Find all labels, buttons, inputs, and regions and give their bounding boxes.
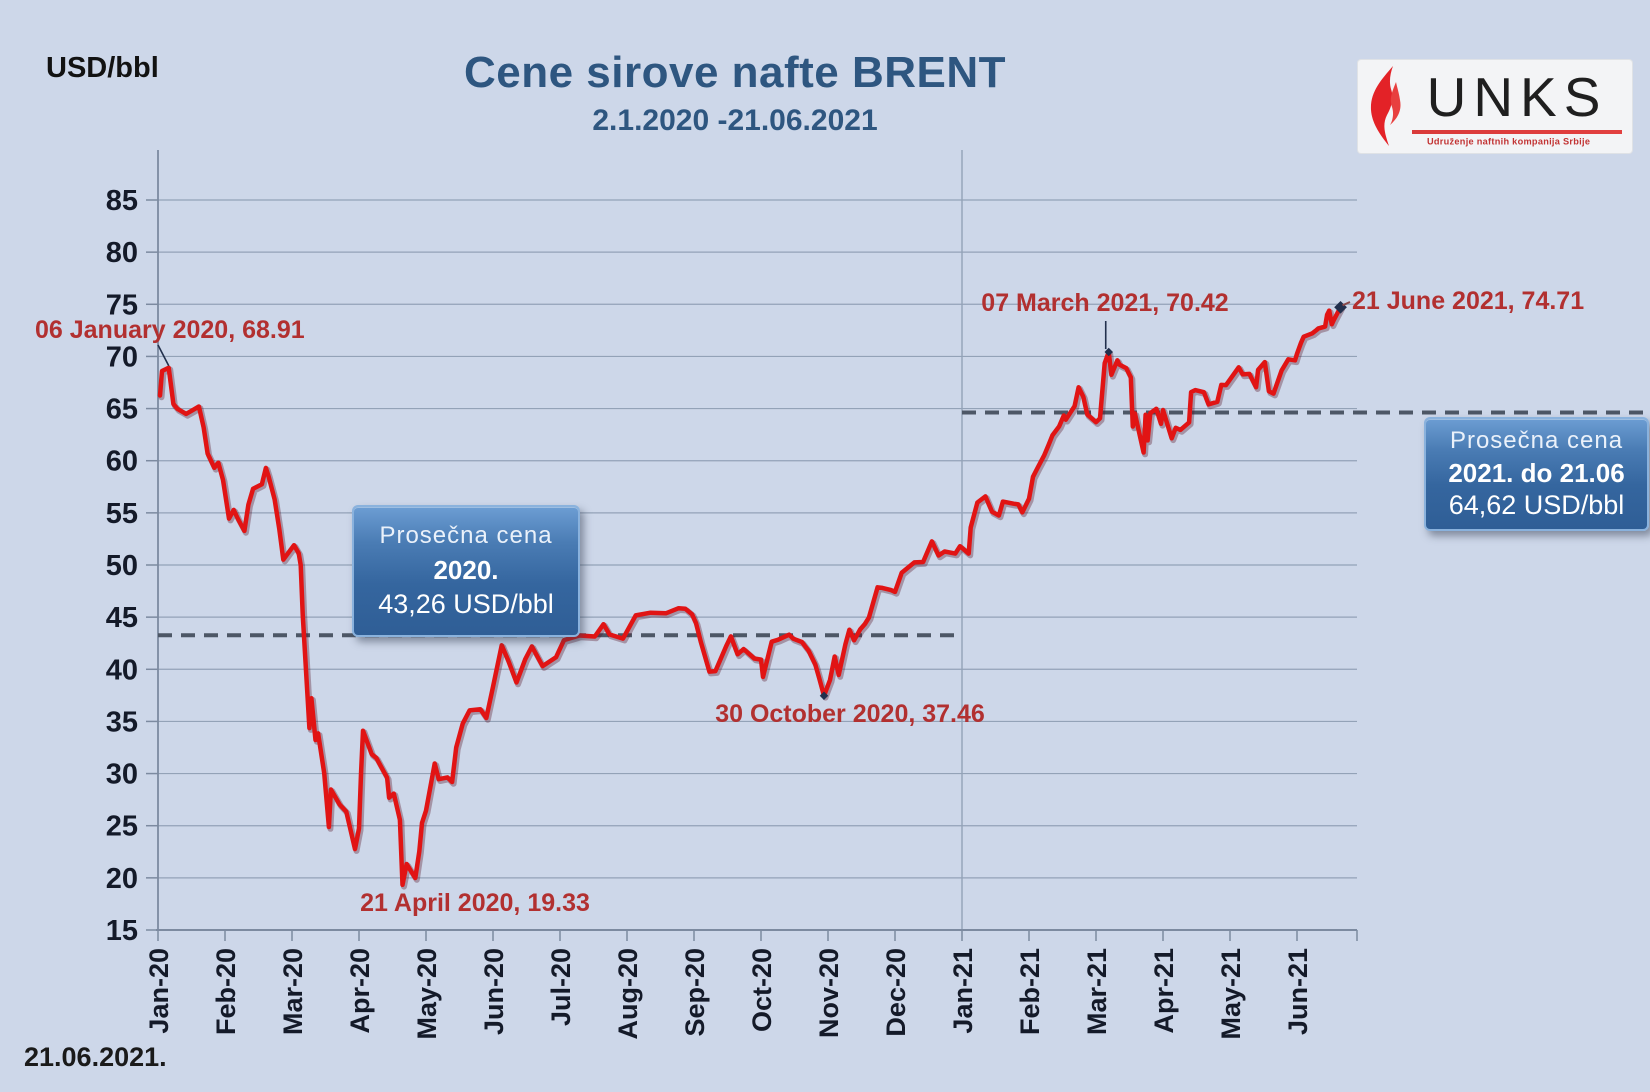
logo-underline — [1412, 130, 1622, 134]
annotation-06-january-2020: 06 January 2020, 68.91 — [35, 316, 305, 344]
x-tick-label-Dec-20: Dec-20 — [881, 948, 911, 1037]
y-tick-label-45: 45 — [106, 602, 138, 634]
x-tick-label-Sep-20: Sep-20 — [680, 948, 710, 1037]
y-tick-label-70: 70 — [106, 341, 138, 373]
flame-icon — [1370, 66, 1401, 146]
avg-2020-caption: Prosečna cena — [379, 522, 553, 549]
logo-tagline: Udruženje naftnih kompanija Srbije — [1426, 137, 1591, 148]
leader-jun21 — [1342, 301, 1351, 307]
y-tick-label-25: 25 — [106, 811, 138, 843]
y-tick-label-40: 40 — [106, 654, 138, 686]
x-tick-label-Mar-20: Mar-20 — [278, 948, 308, 1035]
price-line — [157, 305, 1343, 888]
y-tick-label-55: 55 — [106, 498, 138, 530]
footer-date: 21.06.2021. — [24, 1042, 167, 1072]
avg-2021-caption: Prosečna cena — [1449, 427, 1624, 454]
x-tick-label-Feb-21: Feb-21 — [1015, 948, 1045, 1035]
x-tick-label-Feb-20: Feb-20 — [211, 948, 241, 1035]
annotation-21-june-2021: 21 June 2021, 74.71 — [1352, 287, 1585, 315]
chart-subtitle: 2.1.2020 -21.06.2021 — [592, 104, 878, 137]
avg-2021-value: 64,62 USD/bbl — [1448, 490, 1625, 520]
x-tick-label-Jan-21: Jan-21 — [948, 948, 978, 1034]
y-tick-label-60: 60 — [106, 446, 138, 478]
average-price-box-2020: Prosečna cena 2020. 43,26 USD/bbl — [352, 505, 580, 637]
unks-logo: UNKS Udruženje naftnih kompanija Srbije — [1358, 60, 1632, 153]
y-tick-label-15: 15 — [106, 915, 138, 947]
x-tick-label-Nov-20: Nov-20 — [814, 948, 844, 1038]
y-tick-label-80: 80 — [106, 237, 138, 269]
y-tick-label-85: 85 — [106, 185, 138, 217]
annotation-21-april-2020: 21 April 2020, 19.33 — [360, 889, 590, 917]
annotation-30-october-2020: 30 October 2020, 37.46 — [715, 700, 985, 728]
y-tick-label-20: 20 — [106, 863, 138, 895]
y-tick-label-50: 50 — [106, 550, 138, 582]
x-tick-label-Jul-20: Jul-20 — [546, 948, 576, 1026]
avg-2020-year: 2020. — [433, 555, 499, 585]
key-point-marker — [819, 691, 829, 701]
leader-jan6 — [157, 344, 170, 367]
x-tick-label-Jan-20: Jan-20 — [144, 948, 174, 1034]
x-tick-label-Apr-20: Apr-20 — [345, 948, 375, 1034]
x-tick-label-Aug-20: Aug-20 — [613, 948, 643, 1040]
y-axis-unit-label: USD/bbl — [46, 52, 159, 84]
logo-wordmark: UNKS — [1426, 66, 1608, 128]
annotation-07-march-2021: 07 March 2021, 70.42 — [981, 289, 1229, 317]
x-tick-label-Oct-20: Oct-20 — [747, 948, 777, 1032]
x-tick-label-May-20: May-20 — [412, 948, 442, 1040]
average-price-box-2021: Prosečna cena 2021. do 21.06 64,62 USD/b… — [1424, 417, 1649, 531]
y-tick-label-30: 30 — [106, 759, 138, 791]
chart-title: Cene sirove nafte BRENT — [463, 48, 1007, 97]
y-tick-label-65: 65 — [106, 394, 138, 426]
x-tick-label-May-21: May-21 — [1216, 948, 1246, 1040]
x-tick-label-Mar-21: Mar-21 — [1082, 948, 1112, 1035]
y-tick-label-35: 35 — [106, 706, 138, 738]
y-tick-label-75: 75 — [106, 289, 138, 321]
avg-2020-value: 43,26 USD/bbl — [378, 589, 554, 619]
key-point-marker — [1104, 347, 1113, 357]
avg-2021-period: 2021. do 21.06 — [1448, 458, 1625, 488]
x-tick-label-Jun-21: Jun-21 — [1283, 948, 1313, 1035]
x-tick-label-Apr-21: Apr-21 — [1149, 948, 1179, 1034]
x-tick-label-Jun-20: Jun-20 — [479, 948, 509, 1035]
